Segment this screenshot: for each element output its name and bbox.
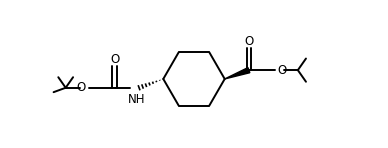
Text: NH: NH xyxy=(128,93,146,106)
Text: O: O xyxy=(77,81,86,94)
Polygon shape xyxy=(225,68,250,79)
Text: O: O xyxy=(278,64,287,77)
Text: O: O xyxy=(110,53,119,66)
Text: O: O xyxy=(244,35,253,48)
